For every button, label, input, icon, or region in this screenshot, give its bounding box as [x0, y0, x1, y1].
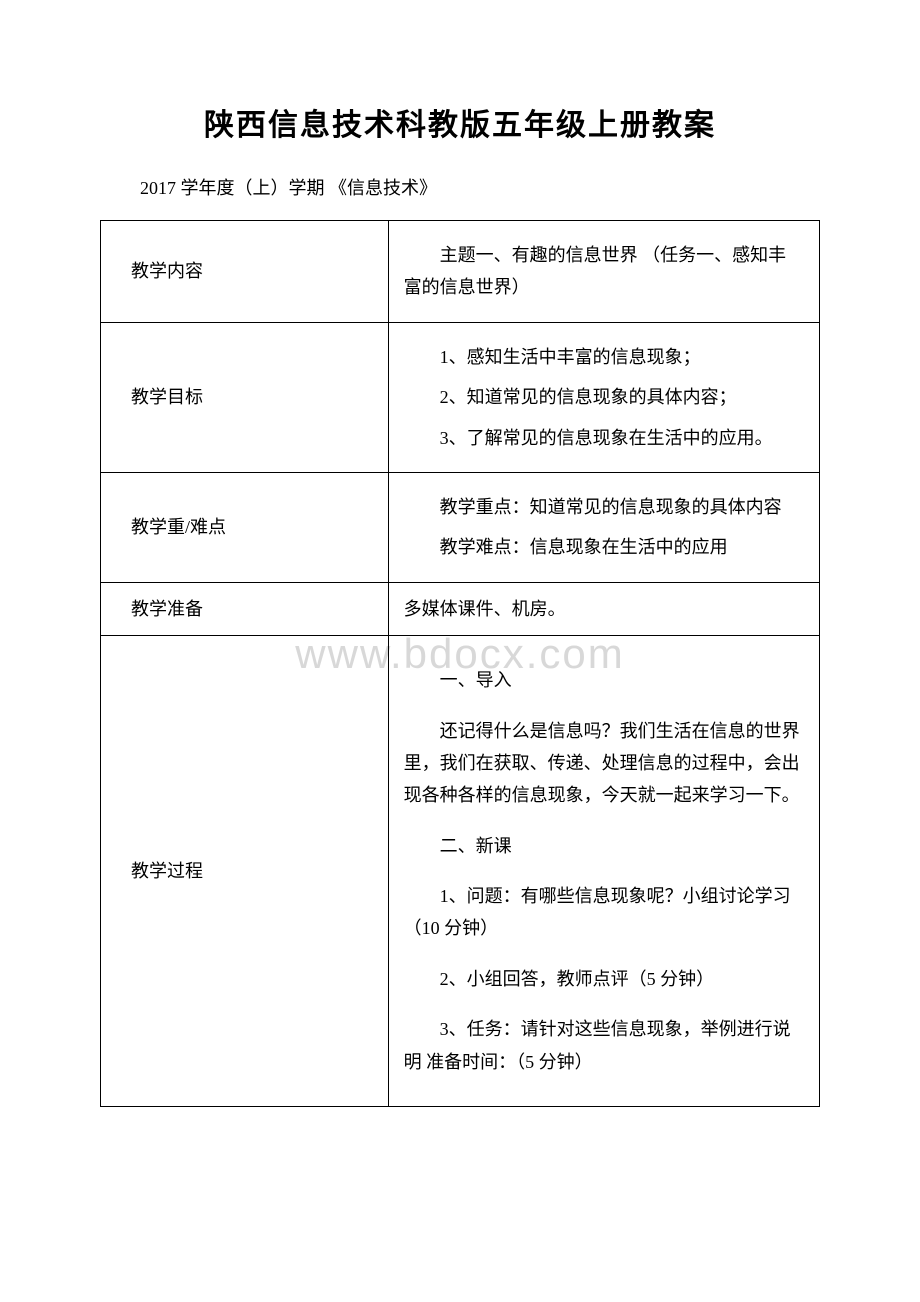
- process-item: 1、问题：有哪些信息现象呢？小组讨论学习（10 分钟）: [404, 880, 804, 945]
- objective-item: 3、了解常见的信息现象在生活中的应用。: [404, 422, 804, 454]
- row-label-content: 教学内容: [101, 221, 389, 323]
- row-content: 1、感知生活中丰富的信息现象； 2、知道常见的信息现象的具体内容； 3、了解常见…: [388, 322, 819, 472]
- document-title: 陕西信息技术科教版五年级上册教案: [100, 100, 820, 144]
- objective-item: 1、感知生活中丰富的信息现象；: [404, 341, 804, 373]
- process-item: 2、小组回答，教师点评（5 分钟）: [404, 963, 804, 995]
- row-label-objectives: 教学目标: [101, 322, 389, 472]
- row-content: 一、导入 还记得什么是信息吗？我们生活在信息的世界里，我们在获取、传递、处理信息…: [388, 636, 819, 1107]
- content-text: 主题一、有趣的信息世界 （任务一、感知丰富的信息世界）: [404, 239, 804, 304]
- table-row: 教学重/难点 教学重点：知道常见的信息现象的具体内容 教学难点：信息现象在生活中…: [101, 472, 820, 582]
- objective-item: 2、知道常见的信息现象的具体内容；: [404, 381, 804, 413]
- process-item: 二、新课: [404, 830, 804, 862]
- row-content: 主题一、有趣的信息世界 （任务一、感知丰富的信息世界）: [388, 221, 819, 323]
- table-row: 教学过程 一、导入 还记得什么是信息吗？我们生活在信息的世界里，我们在获取、传递…: [101, 636, 820, 1107]
- table-row: 教学准备 多媒体课件、机房。: [101, 582, 820, 635]
- row-label-process: 教学过程: [101, 636, 389, 1107]
- process-item: 还记得什么是信息吗？我们生活在信息的世界里，我们在获取、传递、处理信息的过程中，…: [404, 715, 804, 812]
- row-label-preparation: 教学准备: [101, 582, 389, 635]
- process-item: 3、任务：请针对这些信息现象，举例进行说明 准备时间：（5 分钟）: [404, 1013, 804, 1078]
- keypoint-item: 教学重点：知道常见的信息现象的具体内容: [404, 491, 804, 523]
- table-row: 教学内容 主题一、有趣的信息世界 （任务一、感知丰富的信息世界）: [101, 221, 820, 323]
- keypoint-item: 教学难点：信息现象在生活中的应用: [404, 531, 804, 563]
- row-content: 教学重点：知道常见的信息现象的具体内容 教学难点：信息现象在生活中的应用: [388, 472, 819, 582]
- row-content: 多媒体课件、机房。: [388, 582, 819, 635]
- process-item: 一、导入: [404, 664, 804, 696]
- row-label-keypoints: 教学重/难点: [101, 472, 389, 582]
- lesson-plan-table: 教学内容 主题一、有趣的信息世界 （任务一、感知丰富的信息世界） 教学目标 1、…: [100, 220, 820, 1107]
- document-subtitle: 2017 学年度（上）学期 《信息技术》: [100, 174, 820, 200]
- preparation-text: 多媒体课件、机房。: [404, 599, 566, 619]
- table-row: 教学目标 1、感知生活中丰富的信息现象； 2、知道常见的信息现象的具体内容； 3…: [101, 322, 820, 472]
